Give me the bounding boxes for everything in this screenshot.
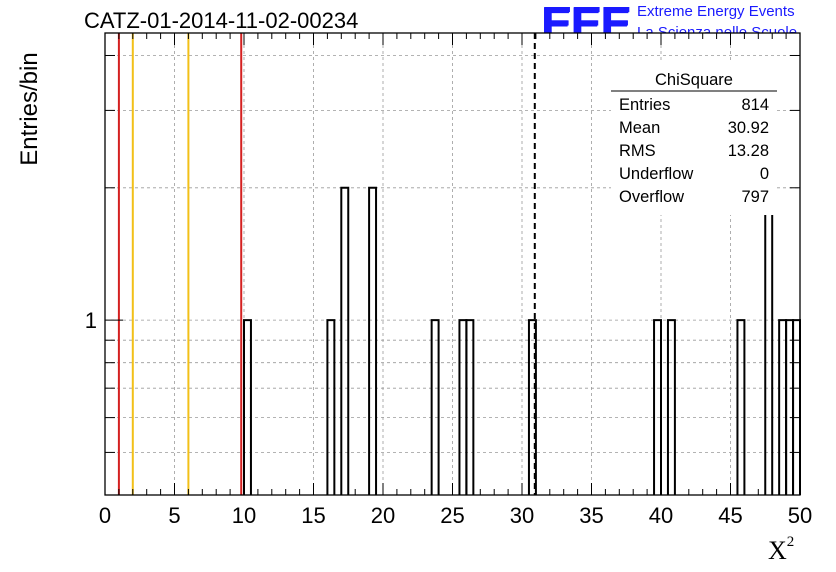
x-tick-label: 45: [718, 503, 742, 528]
stats-box-title: ChiSquare: [655, 71, 733, 89]
x-axis-label-base: X: [768, 536, 787, 565]
histogram-bar: [430, 319, 440, 495]
histogram-bar: [666, 319, 676, 495]
x-tick-label: 50: [788, 503, 812, 528]
histogram-bar: [653, 319, 662, 495]
stats-row-label: RMS: [619, 142, 656, 160]
x-tick-label: 20: [371, 503, 395, 528]
x-tick-label: 10: [232, 503, 256, 528]
x-tick-label: 5: [168, 503, 180, 528]
chart-title: CATZ-01-2014-11-02-00234: [84, 8, 359, 33]
x-tick-label: 25: [440, 503, 464, 528]
histogram-bar: [736, 319, 746, 495]
stats-row-label: Mean: [619, 119, 660, 137]
histogram-bar: [368, 186, 378, 495]
x-tick-label: 30: [510, 503, 534, 528]
stats-row-value: 30.92: [728, 119, 769, 137]
stats-row-value: 814: [741, 96, 769, 114]
x-tick-label: 15: [301, 503, 325, 528]
x-tick-label: 35: [579, 503, 603, 528]
stats-row-value: 797: [741, 188, 769, 206]
histogram-bar: [527, 319, 537, 495]
x-axis-label: X2: [768, 534, 795, 566]
stats-row-value: 0: [760, 165, 769, 183]
histogram-bar: [465, 319, 475, 495]
histogram-bar: [326, 319, 336, 495]
stats-row-label: Entries: [619, 96, 670, 114]
stats-box: [611, 63, 777, 215]
x-tick-label: 40: [649, 503, 673, 528]
stats-row-label: Underflow: [619, 165, 693, 183]
logo-subtitle-line1: Extreme Energy Events: [637, 3, 795, 20]
x-tick-label: 0: [99, 503, 111, 528]
stats-row-label: Overflow: [619, 188, 684, 206]
histogram-bar: [340, 186, 350, 495]
histogram-bar: [243, 319, 252, 495]
stats-row-value: 13.28: [728, 142, 769, 160]
x-axis-label-superscript: 2: [786, 534, 795, 550]
y-tick-label: 1: [85, 308, 97, 333]
